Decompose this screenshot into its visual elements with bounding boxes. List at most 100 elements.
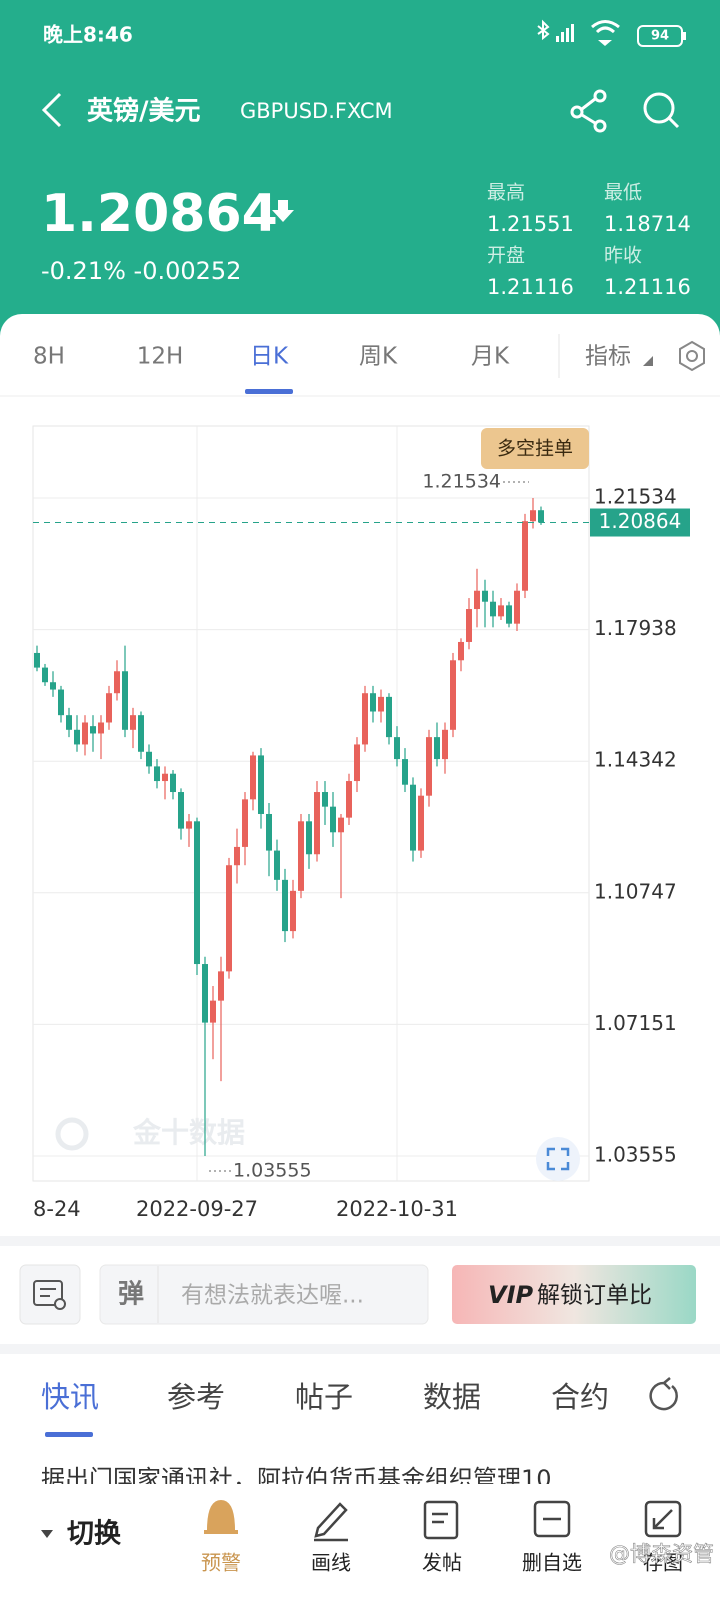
header-bg bbox=[0, 0, 720, 340]
tab-underline bbox=[245, 389, 293, 394]
nav-item[interactable]: 画线 bbox=[311, 1551, 351, 1575]
back-button[interactable] bbox=[41, 92, 62, 128]
candle-body bbox=[442, 729, 448, 760]
candle-body bbox=[386, 696, 392, 738]
candle-body bbox=[194, 821, 200, 965]
news-tab[interactable]: 数据 bbox=[423, 1380, 481, 1414]
candle-body bbox=[378, 696, 384, 712]
candle-body bbox=[266, 813, 272, 851]
order-button[interactable]: 多空挂单 bbox=[497, 438, 573, 460]
chart-watermark: 金十数据 bbox=[132, 1116, 245, 1149]
period-tab[interactable]: 12H bbox=[137, 344, 184, 370]
candle-body bbox=[410, 784, 416, 851]
settings-button[interactable] bbox=[679, 340, 705, 372]
news-tab-underline bbox=[45, 1432, 93, 1437]
battery-level: 94 bbox=[651, 29, 669, 44]
input-icon: 弹 bbox=[118, 1280, 144, 1310]
watermark-logo bbox=[55, 1117, 89, 1151]
candle-body bbox=[218, 971, 224, 1001]
candle-body bbox=[402, 759, 408, 785]
candle-body bbox=[458, 641, 464, 661]
candle-body bbox=[426, 737, 432, 796]
last-price-label: 1.20864 bbox=[599, 509, 682, 533]
section-gap bbox=[0, 1344, 720, 1354]
candle-body bbox=[186, 821, 192, 829]
section-gap bbox=[0, 1236, 720, 1246]
record-button[interactable] bbox=[19, 1264, 81, 1325]
refresh-button[interactable] bbox=[649, 1377, 678, 1411]
nav-item[interactable]: 发帖 bbox=[422, 1551, 462, 1575]
switch-caret bbox=[41, 1530, 53, 1538]
indicator-tab[interactable]: 指标 bbox=[585, 344, 631, 370]
stat-value: 1.18714 bbox=[604, 212, 691, 236]
news-tab[interactable]: 帖子 bbox=[295, 1380, 353, 1414]
post-icon bbox=[423, 1500, 459, 1540]
candle-body bbox=[202, 964, 208, 1023]
candle-body bbox=[474, 590, 480, 610]
last-price-tag bbox=[590, 508, 690, 537]
nav-item[interactable]: 存图 bbox=[643, 1551, 683, 1575]
vip-badge: VIP bbox=[488, 1281, 534, 1309]
symbol: GBPUSD.FXCM bbox=[240, 99, 393, 123]
share-button[interactable] bbox=[570, 89, 607, 133]
candle-body bbox=[226, 865, 232, 972]
comment-input[interactable] bbox=[99, 1264, 429, 1325]
fullscreen-button[interactable] bbox=[536, 1137, 580, 1181]
nav-item[interactable]: 预警 bbox=[201, 1551, 241, 1575]
candlestick-chart: 金十数据 1.21534 1.03555 bbox=[32, 425, 590, 1182]
candle-body bbox=[282, 879, 288, 932]
candle-body bbox=[34, 652, 40, 668]
candle-body bbox=[330, 806, 336, 833]
vip-button[interactable] bbox=[452, 1265, 696, 1324]
period-tab-active[interactable]: 日K bbox=[250, 344, 289, 370]
order-button-bg[interactable] bbox=[481, 428, 589, 469]
candle-body bbox=[66, 715, 72, 730]
input-placeholder: 有想法就表达喔... bbox=[181, 1283, 364, 1309]
stat-label: 开盘 bbox=[487, 245, 525, 267]
switch-button[interactable]: 切换 bbox=[67, 1519, 122, 1550]
search-button[interactable] bbox=[643, 92, 680, 129]
status-time: 晚上8:46 bbox=[43, 23, 133, 47]
stat-value: 1.21116 bbox=[487, 275, 574, 299]
candle-body bbox=[362, 693, 368, 745]
x-tick-label: 2022-10-31 bbox=[336, 1197, 458, 1221]
candle-body bbox=[122, 671, 128, 730]
candle-body bbox=[450, 660, 456, 730]
record-icon bbox=[33, 1280, 66, 1310]
candle-body bbox=[338, 817, 344, 833]
nav-item[interactable]: 删自选 bbox=[522, 1551, 582, 1575]
news-tab[interactable]: 参考 bbox=[167, 1380, 225, 1414]
pair-title: 英镑/美元 bbox=[87, 96, 201, 127]
candle-body bbox=[154, 766, 160, 782]
candle-body bbox=[290, 890, 296, 932]
min-label: 1.03555 bbox=[233, 1160, 312, 1182]
bottom-nav bbox=[0, 1484, 720, 1600]
candle-body bbox=[274, 850, 280, 880]
candle-body bbox=[514, 590, 520, 624]
news-tab[interactable]: 合约 bbox=[551, 1380, 609, 1414]
candle-body bbox=[74, 729, 80, 745]
candle-body bbox=[138, 715, 144, 752]
indicator-caret bbox=[643, 356, 653, 366]
candle-body bbox=[234, 846, 240, 866]
candle-body bbox=[178, 792, 184, 829]
candle-body bbox=[250, 755, 256, 800]
period-tab[interactable]: 8H bbox=[33, 344, 65, 370]
alert-icon bbox=[204, 1500, 238, 1534]
period-tab[interactable]: 月K bbox=[471, 344, 510, 370]
candle-body bbox=[242, 799, 248, 847]
period-tab[interactable]: 周K bbox=[359, 344, 398, 370]
down-arrow bbox=[272, 200, 294, 222]
y-tick-label: 1.21534 bbox=[594, 484, 677, 508]
y-tick-label: 1.07151 bbox=[594, 1011, 677, 1035]
candle-body bbox=[530, 510, 536, 522]
candle-body bbox=[434, 737, 440, 760]
save-icon bbox=[644, 1500, 682, 1538]
y-tick-label: 1.17938 bbox=[594, 616, 677, 640]
candle-body bbox=[370, 693, 376, 712]
candle-body bbox=[50, 682, 56, 690]
candle-body bbox=[394, 737, 400, 760]
news-tab-active[interactable]: 快讯 bbox=[41, 1380, 99, 1414]
